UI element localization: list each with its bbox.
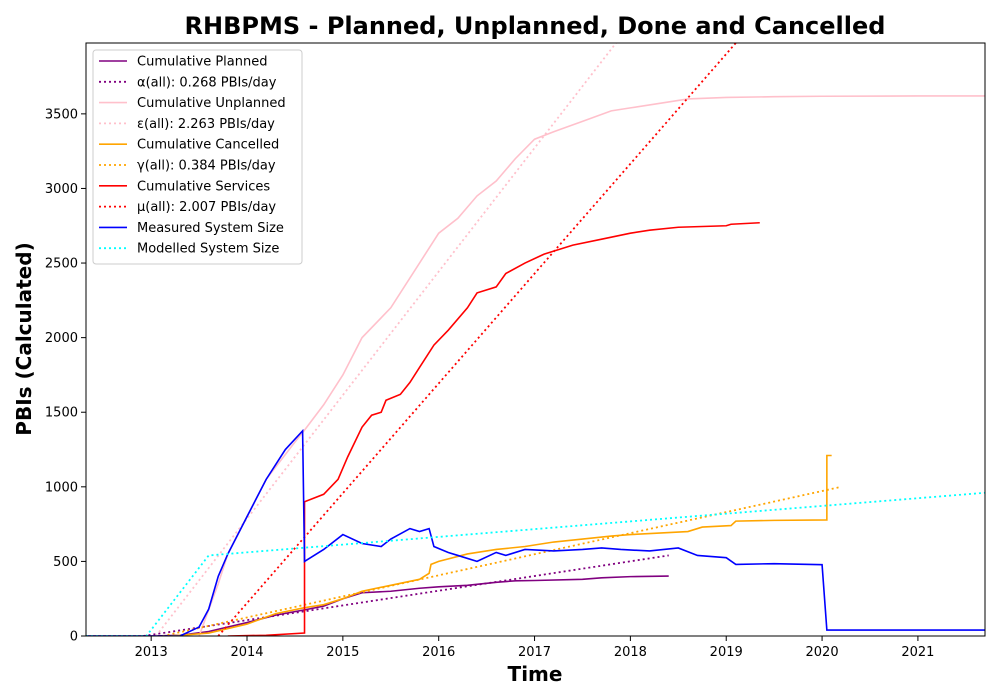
x-tick-label-7: 2020	[806, 645, 839, 660]
legend-label-1: α(all): 0.268 PBIs/day	[137, 75, 277, 90]
legend-label-8: Measured System Size	[137, 221, 284, 236]
legend-label-6: Cumulative Services	[137, 179, 270, 194]
series-line-8	[86, 428, 985, 636]
y-tick-label-7: 3500	[45, 107, 78, 122]
y-tick-label-6: 3000	[45, 182, 78, 197]
y-axis-ticks: 0 500 1000 1500 2000 2500 3000 3500	[45, 107, 86, 645]
y-tick-label-4: 2000	[45, 331, 78, 346]
series-line-4	[170, 454, 832, 636]
legend: Cumulative Planned α(all): 0.268 PBIs/day…	[92, 49, 303, 265]
x-tick-label-4: 2017	[518, 645, 551, 660]
legend-label-3: ε(all): 2.263 PBIs/day	[137, 117, 275, 132]
chart-title: RHBPMS - Planned, Unplanned, Done and Ca…	[185, 12, 886, 40]
x-axis-ticks: 2013 2014 2015 2016 2017 2018 2019 2020 2021	[135, 636, 934, 660]
y-tick-label-5: 2500	[45, 257, 78, 272]
series-line-6	[227, 221, 760, 636]
legend-label-0: Cumulative Planned	[137, 55, 267, 70]
x-tick-label-5: 2018	[614, 645, 647, 660]
plot-area	[85, 42, 986, 637]
y-tick-label-0: 0	[70, 630, 78, 645]
series-line-1	[143, 554, 669, 636]
series-line-9	[86, 491, 985, 636]
x-tick-label-6: 2019	[710, 645, 743, 660]
legend-label-7: μ(all): 2.007 PBIs/day	[137, 200, 276, 215]
legend-label-5: γ(all): 0.384 PBIs/day	[137, 159, 276, 174]
legend-label-2: Cumulative Unplanned	[137, 96, 286, 111]
y-tick-label-2: 1000	[45, 480, 78, 495]
series-line-5	[162, 485, 842, 636]
legend-label-9: Modelled System Size	[137, 242, 279, 257]
series-line-0	[86, 575, 669, 636]
series-layer	[86, 43, 985, 636]
x-tick-label-2: 2015	[326, 645, 359, 660]
x-axis-label: Time	[508, 662, 563, 686]
y-axis-label: PBIs (Calculated)	[12, 242, 36, 435]
x-tick-label-1: 2014	[230, 645, 263, 660]
y-tick-label-3: 1500	[45, 406, 78, 421]
y-tick-label-1: 500	[53, 555, 78, 570]
x-tick-label-3: 2016	[422, 645, 455, 660]
legend-label-4: Cumulative Cancelled	[137, 138, 279, 153]
legend-box	[92, 49, 303, 265]
x-tick-label-0: 2013	[135, 645, 168, 660]
series-line-3	[155, 43, 617, 636]
plot-frame	[85, 42, 986, 637]
x-tick-label-8: 2021	[901, 645, 934, 660]
series-line-2	[198, 95, 985, 636]
